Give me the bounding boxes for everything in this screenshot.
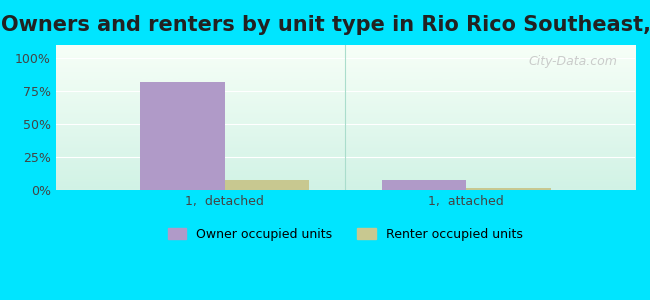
- Text: City-Data.com: City-Data.com: [528, 55, 618, 68]
- Legend: Owner occupied units, Renter occupied units: Owner occupied units, Renter occupied un…: [162, 223, 528, 246]
- Bar: [466, 188, 551, 190]
- Title: Owners and renters by unit type in Rio Rico Southeast, AZ: Owners and renters by unit type in Rio R…: [1, 15, 650, 35]
- Bar: [225, 180, 309, 190]
- Bar: [140, 82, 225, 190]
- Bar: [382, 180, 466, 190]
